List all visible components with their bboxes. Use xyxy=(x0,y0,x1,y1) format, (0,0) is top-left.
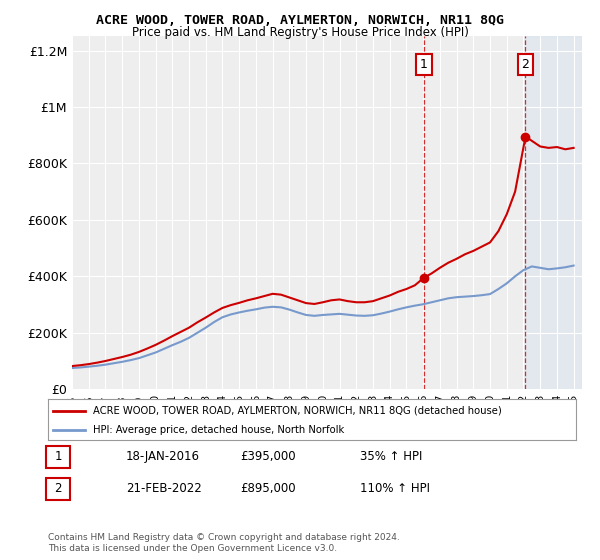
Text: Price paid vs. HM Land Registry's House Price Index (HPI): Price paid vs. HM Land Registry's House … xyxy=(131,26,469,39)
Text: HPI: Average price, detached house, North Norfolk: HPI: Average price, detached house, Nort… xyxy=(93,424,344,435)
Text: 18-JAN-2016: 18-JAN-2016 xyxy=(126,450,200,463)
Text: 21-FEB-2022: 21-FEB-2022 xyxy=(126,482,202,495)
FancyBboxPatch shape xyxy=(46,478,70,500)
Text: 2: 2 xyxy=(55,482,62,495)
Text: £895,000: £895,000 xyxy=(240,482,296,495)
Text: £395,000: £395,000 xyxy=(240,450,296,463)
Text: Contains HM Land Registry data © Crown copyright and database right 2024.
This d: Contains HM Land Registry data © Crown c… xyxy=(48,533,400,553)
Text: 110% ↑ HPI: 110% ↑ HPI xyxy=(360,482,430,495)
Text: 1: 1 xyxy=(420,58,428,71)
FancyBboxPatch shape xyxy=(46,446,70,468)
Text: ACRE WOOD, TOWER ROAD, AYLMERTON, NORWICH, NR11 8QG: ACRE WOOD, TOWER ROAD, AYLMERTON, NORWIC… xyxy=(96,14,504,27)
Text: 35% ↑ HPI: 35% ↑ HPI xyxy=(360,450,422,463)
Text: 2: 2 xyxy=(521,58,529,71)
Text: ACRE WOOD, TOWER ROAD, AYLMERTON, NORWICH, NR11 8QG (detached house): ACRE WOOD, TOWER ROAD, AYLMERTON, NORWIC… xyxy=(93,405,502,416)
Bar xyxy=(526,36,582,389)
Text: 1: 1 xyxy=(55,450,62,463)
